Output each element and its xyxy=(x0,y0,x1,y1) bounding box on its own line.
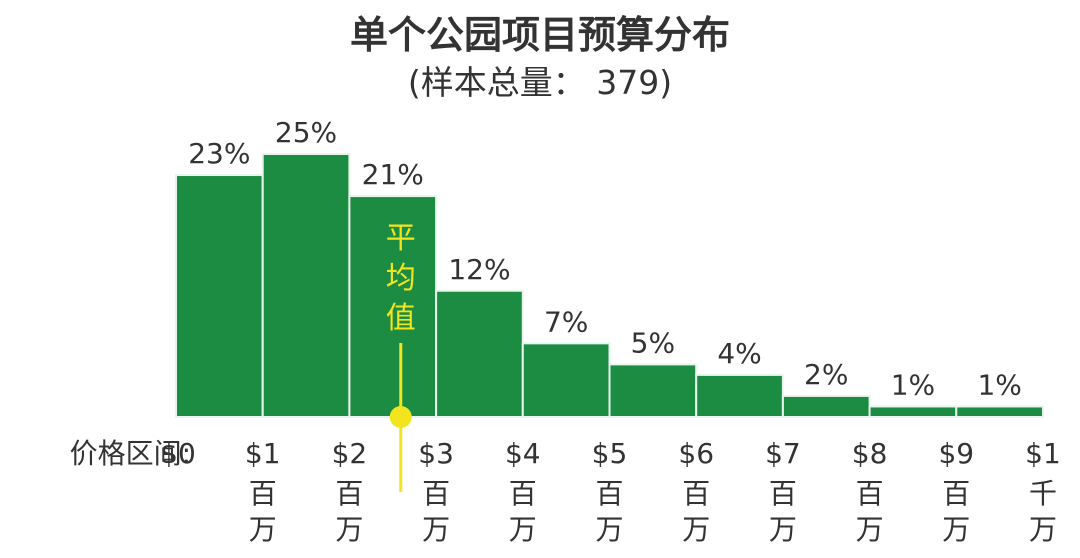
x-tick-label: $7 xyxy=(765,437,801,470)
x-tick-unit: 万 xyxy=(595,513,623,546)
x-tick-label: $4 xyxy=(505,437,541,470)
chart-subtitle: (样本总量： 379) xyxy=(407,63,673,102)
x-tick-label: $8 xyxy=(852,437,888,470)
x-tick-unit: 万 xyxy=(249,513,277,546)
x-tick-unit: 千 xyxy=(1029,477,1057,510)
bar-value-label: 25% xyxy=(275,116,337,149)
x-tick-label: $1 xyxy=(245,437,281,470)
mean-marker-dot xyxy=(389,406,412,428)
x-tick-label: $2 xyxy=(332,437,368,470)
x-tick-unit: 百 xyxy=(422,477,450,510)
histogram-bar xyxy=(868,405,958,419)
histogram-bar xyxy=(175,174,264,418)
x-tick-label: $5 xyxy=(592,437,628,470)
bar-value-label: 1% xyxy=(891,368,935,401)
mean-label: 均 xyxy=(386,261,416,296)
bar-value-label: 12% xyxy=(448,253,510,286)
chart-title: 单个公园项目预算分布 xyxy=(349,13,730,57)
x-tick-unit: 万 xyxy=(682,513,710,546)
mean-label: 值 xyxy=(386,301,416,336)
x-tick-unit: 百 xyxy=(682,477,710,510)
bar-value-label: 1% xyxy=(977,368,1021,401)
x-tick-unit: 百 xyxy=(856,477,884,510)
x-tick-label: $3 xyxy=(418,437,454,470)
x-tick-label: $1 xyxy=(1025,437,1061,470)
histogram-bar xyxy=(608,363,698,418)
bar-value-label: 4% xyxy=(717,337,761,370)
x-tick-label: $6 xyxy=(678,437,714,470)
x-tick-unit: 百 xyxy=(249,477,277,510)
x-tick-unit: 百 xyxy=(769,477,797,510)
bar-value-label: 21% xyxy=(362,158,424,191)
x-axis-title: 价格区间: xyxy=(70,437,191,470)
bar-value-label: 5% xyxy=(631,326,675,359)
histogram-bar xyxy=(695,373,784,419)
x-tick-unit: 百 xyxy=(335,477,363,510)
x-tick-unit: 万 xyxy=(335,513,363,546)
histogram-bar xyxy=(955,405,1044,419)
histogram-bar xyxy=(261,153,351,418)
bar-value-label: 2% xyxy=(804,358,848,391)
x-tick-unit: 万 xyxy=(509,513,537,546)
x-tick-unit: 百 xyxy=(595,477,623,510)
x-tick-unit: 百 xyxy=(942,477,970,510)
x-tick-unit: 万 xyxy=(1029,513,1057,546)
histogram-bar xyxy=(435,289,524,419)
histogram-bar xyxy=(521,342,611,418)
x-tick-unit: 百 xyxy=(509,477,537,510)
x-tick-label: $0 xyxy=(160,437,196,470)
x-tick-unit: 万 xyxy=(856,513,884,546)
x-tick-unit: 万 xyxy=(942,513,970,546)
bar-value-label: 7% xyxy=(544,305,588,338)
x-tick-unit: 万 xyxy=(769,513,797,546)
mean-label: 平 xyxy=(386,221,416,256)
x-tick-label: $9 xyxy=(938,437,974,470)
histogram-bar xyxy=(781,394,871,418)
x-tick-unit: 万 xyxy=(422,513,450,546)
bar-value-label: 23% xyxy=(188,137,250,170)
